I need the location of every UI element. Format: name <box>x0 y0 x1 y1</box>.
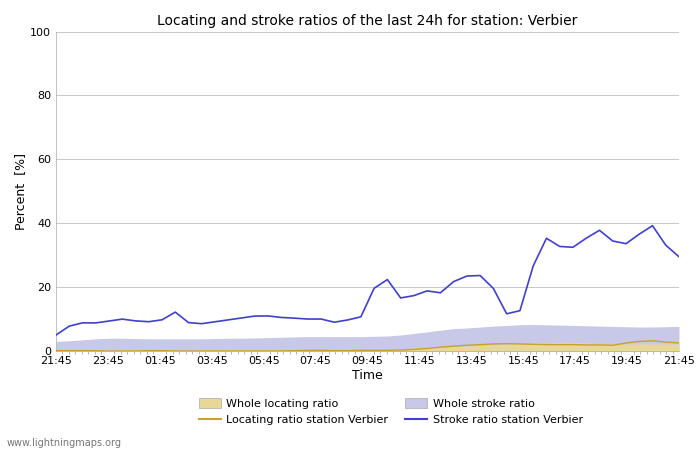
Title: Locating and stroke ratios of the last 24h for station: Verbier: Locating and stroke ratios of the last 2… <box>158 14 578 27</box>
Text: www.lightningmaps.org: www.lightningmaps.org <box>7 438 122 448</box>
Legend: Whole locating ratio, Locating ratio station Verbier, Whole stroke ratio, Stroke: Whole locating ratio, Locating ratio sta… <box>199 398 583 425</box>
X-axis label: Time: Time <box>352 369 383 382</box>
Y-axis label: Percent  [%]: Percent [%] <box>15 153 27 230</box>
